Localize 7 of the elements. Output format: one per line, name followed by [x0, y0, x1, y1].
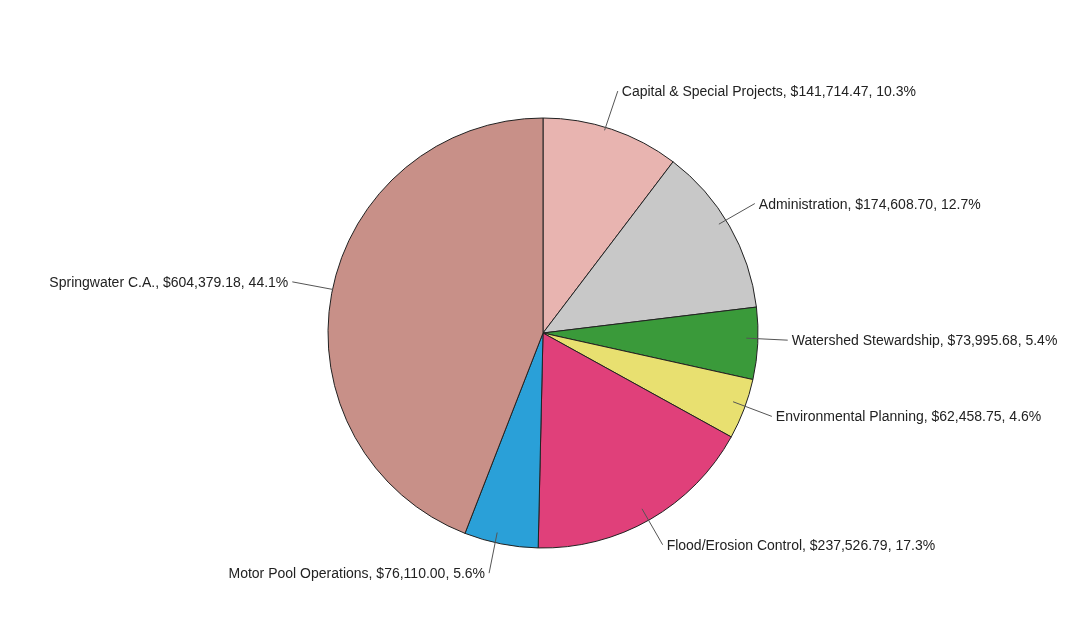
slice-label: Flood/Erosion Control, $237,526.79, 17.3% [666, 536, 936, 553]
slice-label: Environmental Planning, $62,458.75, 4.6% [775, 408, 1042, 425]
slice-label: Springwater C.A., $604,379.18, 44.1% [49, 273, 289, 290]
slice-label: Administration, $174,608.70, 12.7% [758, 195, 981, 212]
slice-label: Watershed Stewardship, $73,995.68, 5.4% [791, 332, 1058, 349]
slice-label: Motor Pool Operations, $76,110.00, 5.6% [228, 565, 486, 582]
slice-label: Capital & Special Projects, $141,714.47, 10.3% [621, 83, 916, 100]
